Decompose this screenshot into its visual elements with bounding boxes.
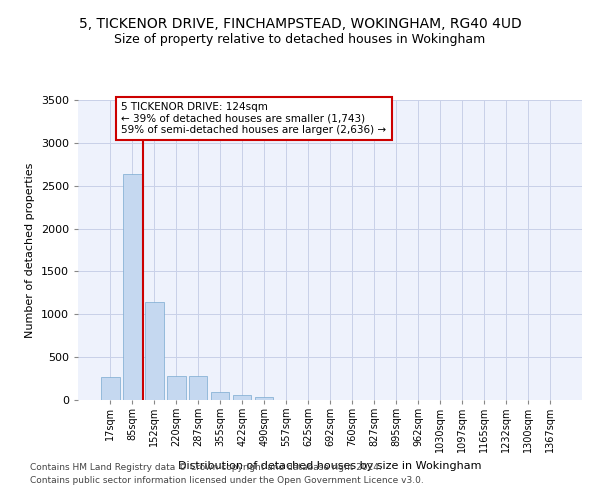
Text: 5 TICKENOR DRIVE: 124sqm
← 39% of detached houses are smaller (1,743)
59% of sem: 5 TICKENOR DRIVE: 124sqm ← 39% of detach… <box>121 102 386 135</box>
Bar <box>167 376 185 400</box>
Bar <box>123 174 142 400</box>
Bar <box>255 396 274 400</box>
Bar <box>145 302 164 400</box>
Bar <box>189 376 208 400</box>
Bar <box>211 392 229 400</box>
Text: Contains public sector information licensed under the Open Government Licence v3: Contains public sector information licen… <box>30 476 424 485</box>
Text: 5, TICKENOR DRIVE, FINCHAMPSTEAD, WOKINGHAM, RG40 4UD: 5, TICKENOR DRIVE, FINCHAMPSTEAD, WOKING… <box>79 18 521 32</box>
Bar <box>101 377 119 400</box>
Y-axis label: Number of detached properties: Number of detached properties <box>25 162 35 338</box>
Text: Size of property relative to detached houses in Wokingham: Size of property relative to detached ho… <box>115 32 485 46</box>
Bar <box>233 395 251 400</box>
X-axis label: Distribution of detached houses by size in Wokingham: Distribution of detached houses by size … <box>178 461 482 471</box>
Text: Contains HM Land Registry data © Crown copyright and database right 2024.: Contains HM Land Registry data © Crown c… <box>30 464 382 472</box>
